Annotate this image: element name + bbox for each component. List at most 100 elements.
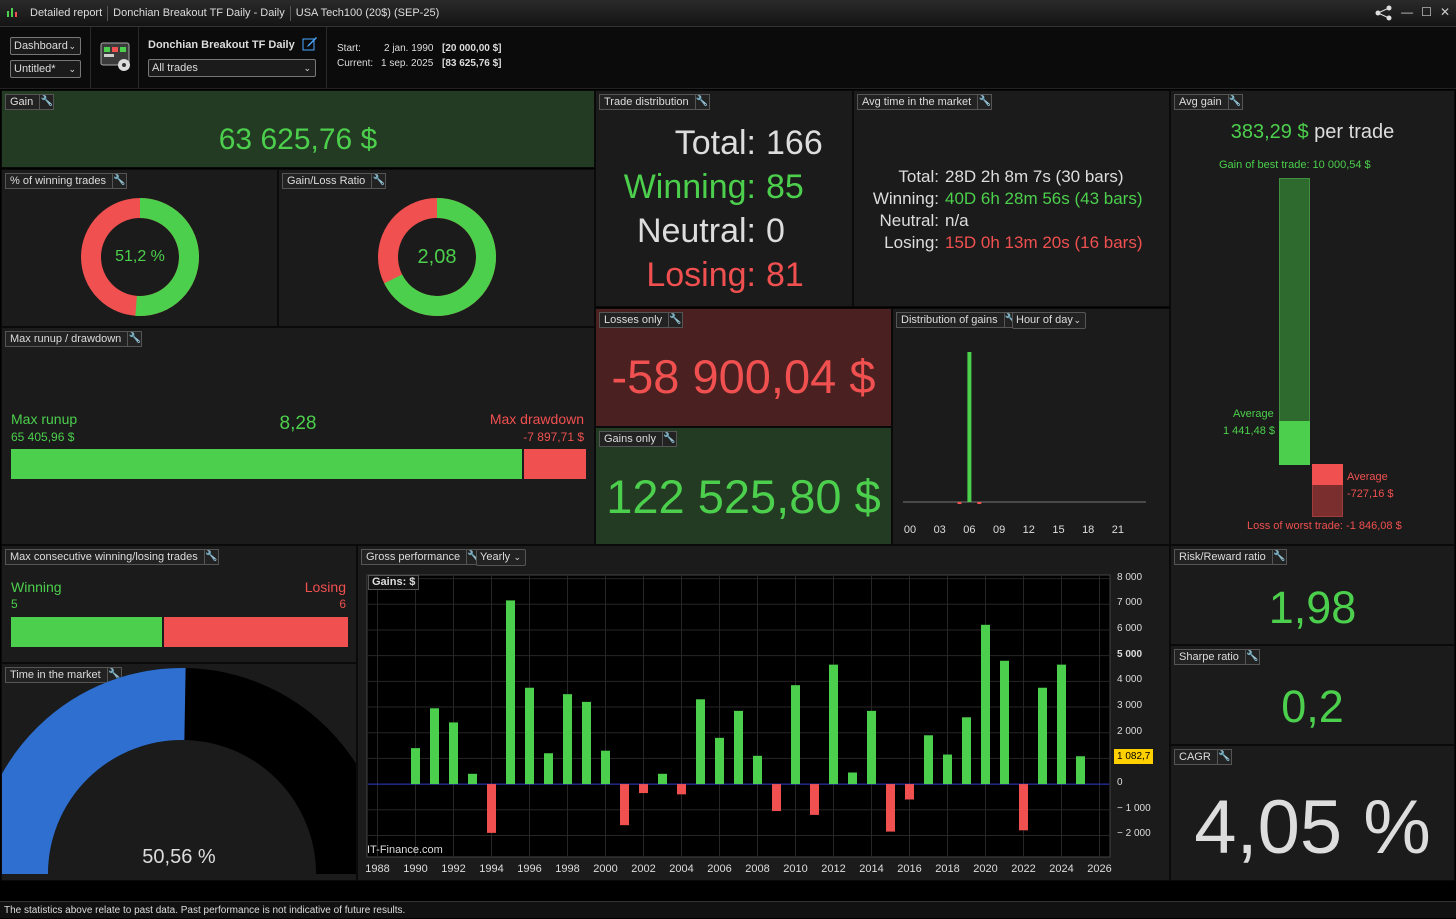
- y-tick-label: 5 000: [1117, 648, 1143, 660]
- period-select[interactable]: Yearly ⌄: [476, 549, 526, 566]
- runup-value: 65 405,96 $: [11, 430, 75, 444]
- distribution-x-tick: 21: [1112, 524, 1124, 536]
- wrench-icon[interactable]: 🔧: [203, 550, 218, 564]
- performance-bar: [886, 784, 895, 832]
- panel-title: Gains only 🔧: [599, 431, 677, 447]
- x-tick-label: 2000: [593, 863, 618, 875]
- x-tick-label: 2018: [935, 863, 960, 875]
- performance-bar: [810, 784, 819, 815]
- wrench-icon[interactable]: 🔧: [694, 95, 709, 109]
- tab-strategy[interactable]: Donchian Breakout TF Daily - Daily: [108, 5, 291, 21]
- losses-only-panel: Losses only 🔧 -58 900,04 $: [595, 308, 892, 427]
- runup-drawdown-bar: [11, 449, 586, 479]
- last-value-badge: 1 082,7: [1114, 749, 1154, 765]
- cagr-value: 4,05 %: [1194, 785, 1431, 870]
- performance-bar: [601, 750, 610, 785]
- trades-filter-select[interactable]: All trades ⌄: [148, 59, 316, 77]
- performance-bar: [772, 784, 781, 812]
- avg-gain-value: 383,29 $: [1230, 121, 1309, 143]
- gain-loss-donut: [378, 198, 496, 316]
- y-tick-label: 6 000: [1117, 622, 1143, 634]
- performance-bar: [848, 772, 857, 785]
- panel-title-label: Avg time in the market: [862, 96, 972, 108]
- avg-time-total-value: 28D 2h 8m 7s (30 bars): [945, 167, 1124, 186]
- performance-bar: [1000, 660, 1009, 785]
- donut-win-arc: [81, 198, 199, 316]
- performance-bar: [639, 784, 648, 794]
- wrench-icon[interactable]: 🔧: [1244, 650, 1259, 664]
- panel-title: Max consecutive winning/losing trades 🔧: [5, 549, 219, 565]
- average-loss-bar: [1312, 464, 1343, 485]
- wrench-icon[interactable]: 🔧: [1227, 95, 1242, 109]
- y-tick-label: − 1 000: [1117, 802, 1151, 814]
- winning-pct-panel: % of winning trades 🔧 51,2 %: [1, 169, 278, 327]
- panel-title-label: Avg gain: [1179, 96, 1222, 108]
- x-tick-label: 2026: [1087, 863, 1112, 875]
- average-gain-bar: [1279, 421, 1310, 465]
- hour-of-day-select[interactable]: Hour of day ⌄: [1012, 312, 1086, 329]
- neutral-value: 0: [766, 212, 785, 250]
- consecutive-lose-value: 6: [339, 597, 346, 611]
- wrench-icon[interactable]: 🔧: [1271, 550, 1286, 564]
- wrench-icon[interactable]: 🔧: [112, 174, 126, 188]
- x-tick-label: 2008: [745, 863, 770, 875]
- panel-title: Losses only 🔧: [599, 312, 684, 328]
- gain-loss-ratio-value: 2,08: [417, 246, 457, 268]
- risk-reward-panel: Risk/Reward ratio 🔧 1,98: [1170, 545, 1455, 645]
- report-settings-icon[interactable]: [100, 41, 132, 73]
- x-tick-label: 2022: [1011, 863, 1036, 875]
- wrench-icon[interactable]: 🔧: [106, 668, 121, 682]
- avg-loss-label: Average: [1347, 471, 1388, 483]
- panel-title: Risk/Reward ratio 🔧: [1174, 549, 1287, 565]
- panel-title-label: CAGR: [1179, 751, 1211, 763]
- tab-detailed-report[interactable]: Detailed report: [25, 5, 109, 21]
- share-icon[interactable]: [1375, 5, 1393, 21]
- minimize-icon[interactable]: —: [1401, 5, 1414, 19]
- panel-title: Trade distribution 🔧: [599, 94, 710, 110]
- x-tick-label: 2004: [669, 863, 694, 875]
- wrench-icon[interactable]: 🔧: [371, 174, 385, 188]
- neutral-label: Neutral:: [636, 212, 756, 250]
- avg-gain-panel: Avg gain 🔧 383,29 $ per trade Gain of bes…: [1170, 90, 1455, 545]
- start-label: Start:: [337, 43, 361, 54]
- chevron-down-icon: ⌄: [68, 64, 76, 74]
- wrench-icon[interactable]: 🔧: [1216, 750, 1231, 764]
- performance-bar: [544, 753, 553, 785]
- wrench-icon[interactable]: 🔧: [668, 313, 682, 327]
- close-icon[interactable]: ✕: [1439, 5, 1450, 19]
- avg-time-winning-label: Winning:: [872, 189, 939, 208]
- wrench-icon[interactable]: 🔧: [127, 332, 141, 346]
- distribution-x-tick: 09: [993, 524, 1005, 536]
- start-info: Start: 2 jan. 1990 [20 000,00 $]: [337, 43, 502, 54]
- hour-of-day-value: Hour of day: [1016, 314, 1073, 326]
- panel-title-label: Gains only: [604, 433, 656, 445]
- panel-title-label: Max runup / drawdown: [10, 333, 122, 345]
- y-tick-label: − 2 000: [1117, 828, 1151, 840]
- maximize-icon[interactable]: ☐: [1421, 5, 1432, 19]
- wrench-icon[interactable]: 🔧: [1003, 313, 1018, 327]
- avg-gain-amount: 1 441,48 $: [1223, 425, 1275, 437]
- wrench-icon[interactable]: 🔧: [39, 95, 53, 109]
- wrench-icon[interactable]: 🔧: [977, 95, 991, 109]
- performance-bar: [1076, 756, 1085, 785]
- start-date: 2 jan. 1990: [384, 43, 434, 54]
- edit-icon[interactable]: [302, 35, 318, 51]
- tab-instrument[interactable]: USA Tech100 (20$) (SEP-25): [295, 6, 440, 19]
- wrench-icon[interactable]: 🔧: [466, 550, 480, 564]
- y-tick-label: 0: [1117, 777, 1123, 789]
- performance-bar: [411, 748, 420, 785]
- performance-bar: [715, 737, 724, 785]
- performance-bar: [943, 754, 952, 785]
- consecutive-lose-label: Losing: [304, 579, 346, 595]
- current-label: Current:: [337, 58, 374, 69]
- app-logo-icon: [7, 8, 17, 17]
- layout-select[interactable]: Untitled* ⌄: [10, 60, 81, 78]
- view-select[interactable]: Dashboard ⌄: [10, 37, 81, 55]
- losing-label: Losing:: [646, 256, 756, 294]
- gain-distribution-chart: 00 03 06 09 12 15 18 21: [903, 352, 1146, 536]
- performance-bar: [468, 773, 477, 785]
- y-tick-label: 7 000: [1117, 597, 1143, 609]
- current-info: Current: 1 sep. 2025 [83 625,76 $]: [337, 58, 502, 69]
- gain-value: 63 625,76 $: [218, 123, 378, 156]
- wrench-icon[interactable]: 🔧: [661, 432, 676, 446]
